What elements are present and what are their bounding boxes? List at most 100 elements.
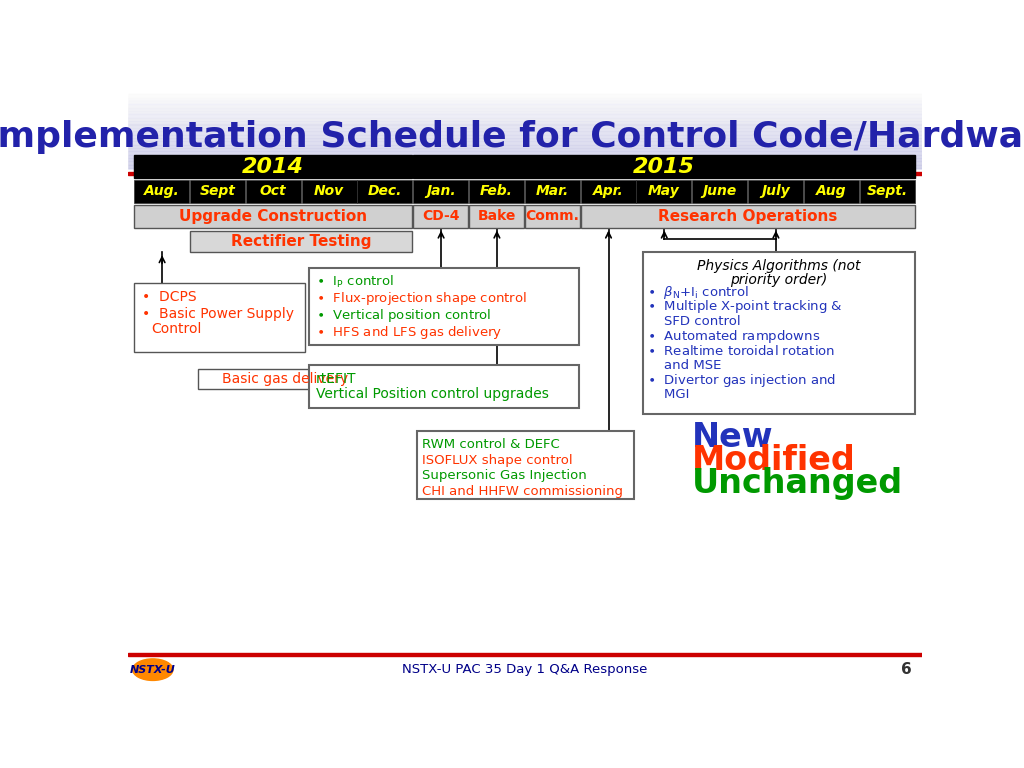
- Bar: [414, 180, 468, 203]
- Bar: [128, 114, 922, 115]
- Bar: [128, 136, 922, 137]
- Text: $\bullet$  HFS and LFS gas delivery: $\bullet$ HFS and LFS gas delivery: [315, 324, 502, 341]
- Bar: [128, 157, 922, 158]
- Text: Jan.: Jan.: [426, 184, 456, 198]
- Bar: [128, 98, 922, 99]
- Text: SFD control: SFD control: [647, 315, 741, 328]
- Text: May: May: [648, 184, 680, 198]
- Bar: [190, 230, 413, 253]
- Text: $\bullet$  Realtime toroidal rotation: $\bullet$ Realtime toroidal rotation: [647, 344, 836, 358]
- Text: $\bullet$  Vertical position control: $\bullet$ Vertical position control: [315, 307, 490, 324]
- Bar: [581, 204, 915, 227]
- Text: 2014: 2014: [243, 157, 304, 177]
- Bar: [128, 118, 922, 119]
- Text: Sept.: Sept.: [866, 184, 907, 198]
- Bar: [859, 180, 914, 203]
- Bar: [469, 180, 524, 203]
- Bar: [128, 126, 922, 127]
- Text: CHI and HHFW commissioning: CHI and HHFW commissioning: [422, 485, 623, 498]
- Bar: [414, 204, 468, 227]
- Bar: [128, 125, 922, 126]
- Text: priority order): priority order): [730, 273, 827, 287]
- Text: MGI: MGI: [647, 389, 689, 401]
- Bar: [134, 180, 189, 203]
- Text: Aug: Aug: [816, 184, 847, 198]
- Bar: [128, 121, 922, 122]
- Text: Comm.: Comm.: [525, 209, 580, 223]
- Bar: [128, 93, 922, 94]
- Bar: [524, 180, 580, 203]
- Bar: [128, 100, 922, 101]
- Bar: [128, 656, 922, 684]
- Bar: [128, 127, 922, 128]
- Text: Modified: Modified: [692, 444, 856, 477]
- Bar: [128, 153, 922, 154]
- Bar: [128, 654, 922, 656]
- Text: Unchanged: Unchanged: [692, 467, 903, 500]
- Bar: [302, 180, 356, 203]
- Text: Aug.: Aug.: [143, 184, 179, 198]
- Bar: [128, 124, 922, 125]
- Text: $\bullet$  $\beta_\mathrm{N}$+I$_\mathrm{i}$ control: $\bullet$ $\beta_\mathrm{N}$+I$_\mathrm{…: [647, 284, 749, 301]
- Bar: [134, 155, 413, 178]
- Bar: [128, 158, 922, 159]
- Text: NSTX-U PAC 35 Day 1 Q&A Response: NSTX-U PAC 35 Day 1 Q&A Response: [402, 663, 647, 676]
- Bar: [128, 113, 922, 114]
- Text: Bake: Bake: [477, 209, 516, 223]
- Text: Implementation Schedule for Control Code/Hardware: Implementation Schedule for Control Code…: [0, 120, 1024, 154]
- Text: •  Basic Power Supply: • Basic Power Supply: [142, 307, 294, 321]
- Text: •  DCPS: • DCPS: [142, 290, 197, 304]
- Bar: [128, 111, 922, 112]
- Text: July: July: [761, 184, 790, 198]
- Text: Mar.: Mar.: [536, 184, 569, 198]
- Bar: [128, 128, 922, 129]
- Bar: [636, 180, 691, 203]
- Bar: [128, 145, 922, 146]
- Bar: [128, 101, 922, 102]
- Bar: [128, 115, 922, 116]
- Ellipse shape: [133, 659, 173, 680]
- Bar: [128, 106, 922, 107]
- Text: RWM control & DEFC: RWM control & DEFC: [422, 439, 559, 452]
- Bar: [128, 160, 922, 161]
- Text: $\bullet$  Flux-projection shape control: $\bullet$ Flux-projection shape control: [315, 290, 526, 307]
- Bar: [128, 163, 922, 164]
- Bar: [128, 151, 922, 152]
- Text: Oct: Oct: [260, 184, 287, 198]
- Bar: [128, 142, 922, 143]
- Bar: [128, 152, 922, 153]
- Bar: [414, 155, 915, 178]
- Bar: [128, 161, 922, 162]
- Bar: [128, 144, 922, 145]
- Bar: [357, 180, 413, 203]
- Bar: [198, 369, 373, 389]
- Bar: [309, 268, 579, 345]
- Text: $\bullet$  Divertor gas injection and: $\bullet$ Divertor gas injection and: [647, 372, 837, 389]
- Bar: [128, 107, 922, 108]
- Text: 6: 6: [901, 662, 912, 677]
- Text: Dec.: Dec.: [368, 184, 402, 198]
- Text: $\bullet$  Multiple X-point tracking &: $\bullet$ Multiple X-point tracking &: [647, 299, 843, 316]
- Bar: [190, 180, 245, 203]
- Text: $\bullet$  I$_\mathrm{P}$ control: $\bullet$ I$_\mathrm{P}$ control: [315, 273, 393, 290]
- Bar: [128, 165, 922, 166]
- Bar: [128, 131, 922, 132]
- Bar: [128, 112, 922, 113]
- Bar: [128, 99, 922, 100]
- Bar: [804, 180, 859, 203]
- Bar: [128, 135, 922, 136]
- Text: NSTX-U: NSTX-U: [130, 664, 176, 674]
- Bar: [128, 104, 922, 105]
- Bar: [128, 102, 922, 103]
- Bar: [469, 204, 524, 227]
- Text: Nov: Nov: [314, 184, 344, 198]
- Bar: [128, 166, 922, 167]
- Bar: [128, 137, 922, 138]
- Text: rtEFIT: rtEFIT: [315, 372, 356, 386]
- Bar: [692, 180, 748, 203]
- Text: Rectifier Testing: Rectifier Testing: [231, 234, 372, 249]
- Bar: [128, 123, 922, 124]
- Bar: [309, 365, 579, 408]
- Bar: [128, 105, 922, 106]
- Bar: [128, 95, 922, 96]
